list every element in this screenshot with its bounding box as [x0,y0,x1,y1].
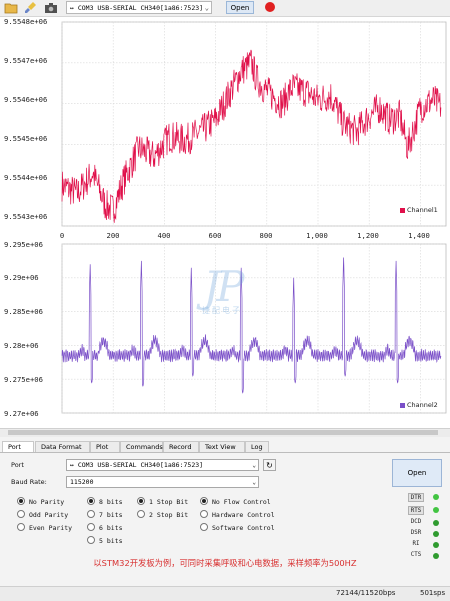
radio-software-control[interactable]: Software Control [200,523,275,532]
refresh-icon[interactable]: ↻ [263,459,276,471]
radio-even-parity[interactable]: Even Parity [17,523,72,532]
toolbar-open-button[interactable]: Open [226,1,254,14]
x-tick: 0 [59,231,65,240]
radio-5-bits[interactable]: 5 bits [87,536,122,545]
tab-port[interactable]: Port [2,441,34,452]
legend-swatch [400,207,405,213]
chevron-down-icon: ⌄ [252,462,256,469]
open-port-button[interactable]: Open [392,459,442,487]
rts-button[interactable]: RTS [408,506,424,515]
radio-1-stop-bit[interactable]: 1 Stop Bit [137,497,188,506]
dtr-led [433,494,439,500]
radio-8-bits[interactable]: 8 bits [87,497,122,506]
port-select[interactable]: ↔ COM3 USB-SERIAL CH340[1a86:7523] ⌄ [66,1,212,14]
y-tick: 9.295e+06 [4,240,43,249]
ri-led [433,542,439,548]
chevron-down-icon: ⌄ [204,4,209,12]
series-line-channel1 [61,49,442,223]
plot2-canvas [61,243,447,414]
dsr-label: DSR [410,530,422,536]
y-tick: 9.5544e+06 [4,173,48,182]
y-tick: 9.28e+06 [4,341,39,350]
radio-no-flow-control[interactable]: No Flow Control [200,497,271,506]
y-tick: 9.5547e+06 [4,56,48,65]
y-tick: 9.29e+06 [4,273,39,282]
y-tick: 9.5543e+06 [4,212,48,221]
radio-2-stop-bit[interactable]: 2 Stop Bit [137,510,188,519]
plot-frame [61,243,447,414]
plot-frame [61,21,447,227]
series-line-channel2 [61,257,442,394]
y-tick: 9.275e+06 [4,375,43,384]
x-tick: 600 [208,231,222,240]
port-label: Port [11,461,24,469]
y-tick: 9.285e+06 [4,307,43,316]
radio-6-bits[interactable]: 6 bits [87,523,122,532]
y-tick: 9.27e+06 [4,409,39,418]
x-tick: 1,200 [357,231,379,240]
legend-channel1[interactable]: Channel1 [400,206,438,214]
stop-record-icon[interactable] [265,2,275,12]
radio-odd-parity[interactable]: Odd Parity [17,510,68,519]
status-sps: 501sps [420,589,446,597]
status-bar: 72144/11520bps 501sps [0,586,450,601]
status-bps: 72144/11520bps [336,589,396,597]
legend-label: Channel1 [407,206,438,214]
dtr-button[interactable]: DTR [408,493,424,502]
baud-rate-label: Baud Rate: [11,478,47,486]
y-tick: 9.5545e+06 [4,134,48,143]
chevron-down-icon: ⌄ [252,479,256,486]
y-tick: 9.5546e+06 [4,95,48,104]
tab-data-format[interactable]: Data Format [35,441,90,452]
cts-label: CTS [410,552,422,558]
tab-log[interactable]: Log [245,441,269,452]
caption-text: 以STM32开发板为例，可同时采集呼吸和心电数据，采样频率为500HZ [93,558,357,568]
radio-no-parity[interactable]: No Parity [17,497,64,506]
folder-icon[interactable] [4,1,18,14]
plot-channel2[interactable]: 9.295e+06 9.29e+06 9.285e+06 9.28e+06 9.… [0,240,450,428]
ri-label: RI [412,541,420,547]
tab-record[interactable]: Record [163,441,199,452]
legend-swatch [400,402,405,408]
toolbar: ↔ COM3 USB-SERIAL CH340[1a86:7523] ⌄ Open [0,0,450,17]
y-tick: 9.5548e+06 [4,17,48,26]
port-combobox[interactable]: ↔ COM3 USB-SERIAL CH340[1a86:7523] ⌄ [66,459,259,471]
plot-channel1[interactable]: 9.5548e+06 9.5547e+06 9.5546e+06 9.5545e… [0,17,450,242]
x-tick: 1,400 [408,231,430,240]
legend-label: Channel2 [407,401,438,409]
radio-hardware-control[interactable]: Hardware Control [200,510,275,519]
legend-channel2[interactable]: Channel2 [400,401,438,409]
dcd-led [433,520,439,526]
rts-led [433,507,439,513]
x-tick: 400 [157,231,171,240]
tab-plot[interactable]: Plot [90,441,120,452]
dsr-led [433,531,439,537]
scrollbar-thumb[interactable] [8,430,438,435]
tab-text-view[interactable]: Text View [199,441,245,452]
x-tick: 200 [106,231,120,240]
horizontal-scrollbar[interactable] [0,428,450,437]
settings-tabs: Port Data Format Plot Commands Record Te… [0,440,450,453]
plot1-canvas [61,21,447,227]
camera-icon[interactable] [44,1,58,14]
x-tick: 800 [259,231,273,240]
tab-commands[interactable]: Commands [120,441,163,452]
radio-7-bits[interactable]: 7 bits [87,510,122,519]
x-tick: 1,000 [306,231,328,240]
brush-icon[interactable] [24,1,38,14]
dcd-label: DCD [410,519,422,525]
cts-led [433,553,439,559]
baud-rate-combobox[interactable]: 115200 ⌄ [66,476,259,488]
